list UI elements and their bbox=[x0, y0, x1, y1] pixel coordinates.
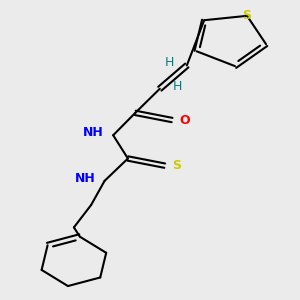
Text: NH: NH bbox=[83, 126, 104, 139]
Text: S: S bbox=[172, 159, 182, 172]
Text: NH: NH bbox=[75, 172, 95, 185]
Text: O: O bbox=[179, 113, 190, 127]
Text: H: H bbox=[172, 80, 182, 93]
Text: H: H bbox=[165, 56, 174, 69]
Text: S: S bbox=[243, 9, 252, 22]
